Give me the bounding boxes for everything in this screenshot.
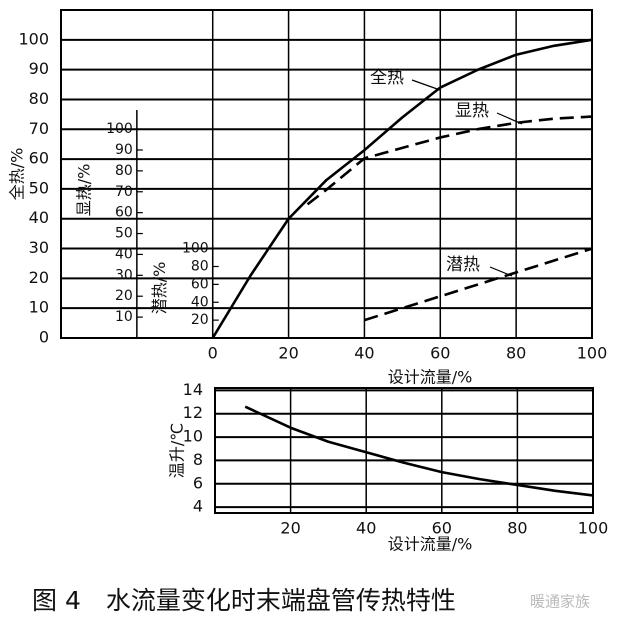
y-tick-label: 50 — [115, 226, 133, 242]
x-tick-label: 60 — [432, 519, 452, 538]
x-tick-label: 100 — [577, 344, 608, 363]
x-tick-label: 40 — [354, 344, 374, 363]
axis-title: 潜热/% — [150, 262, 169, 315]
y-tick-label: 6 — [193, 473, 203, 492]
series-line — [306, 115, 593, 206]
y-tick-label: 10 — [29, 298, 49, 317]
y-tick-label: 70 — [115, 184, 133, 200]
y-tick-label: 20 — [115, 288, 133, 304]
y-tick-label: 60 — [191, 276, 209, 292]
x-tick-label: 60 — [430, 344, 450, 363]
series-annotation: 显热 — [455, 101, 489, 121]
y-tick-label: 12 — [183, 403, 203, 422]
series-line — [244, 405, 594, 497]
x-tick-label: 0 — [208, 344, 218, 363]
y-tick-label: 10 — [115, 309, 133, 325]
caption: 图 4 水流量变化时末端盘管传热特性 — [32, 586, 456, 615]
x-tick-label: 20 — [280, 519, 300, 538]
y-tick-label: 80 — [29, 89, 49, 108]
watermark: 暖通家族 — [530, 593, 590, 611]
y-tick-label: 30 — [29, 238, 49, 257]
y-tick-label: 40 — [29, 208, 49, 227]
series-line — [364, 247, 593, 322]
y-tick-label: 4 — [193, 497, 203, 516]
y-tick-label: 40 — [115, 246, 133, 262]
plot-frame — [214, 387, 594, 514]
x-tick-label: 80 — [507, 519, 527, 538]
y-tick-label: 0 — [39, 328, 49, 347]
y-tick-label: 80 — [191, 259, 209, 275]
plot-frame — [60, 9, 593, 339]
x-tick-label: 80 — [506, 344, 526, 363]
y-tick-label: 20 — [191, 312, 209, 328]
x-tick-label: 20 — [278, 344, 298, 363]
y-tick-label: 90 — [29, 59, 49, 78]
y-tick-label: 60 — [115, 205, 133, 221]
y-tick-label: 100 — [18, 29, 49, 48]
y-tick-label: 40 — [191, 294, 209, 310]
axis-title: 全热/% — [8, 148, 27, 201]
y-tick-label: 100 — [106, 121, 133, 137]
axis-title: 设计流量/% — [388, 535, 473, 554]
y-tick-label: 20 — [29, 268, 49, 287]
y-tick-label: 10 — [183, 427, 203, 446]
x-tick-label: 100 — [578, 519, 609, 538]
y-tick-label: 100 — [182, 241, 209, 257]
leader-line — [496, 112, 523, 125]
leader-line — [411, 79, 441, 91]
axis-title: 显热/% — [74, 164, 93, 217]
series-annotation: 潜热 — [446, 255, 480, 275]
series-line — [211, 38, 593, 339]
y-tick-label: 8 — [193, 450, 203, 469]
axis-title: 温升/℃ — [168, 423, 187, 478]
x-tick-label: 40 — [356, 519, 376, 538]
series-annotation: 全热 — [370, 68, 404, 88]
y-tick-label: 70 — [29, 119, 49, 138]
y-tick-label: 14 — [183, 380, 203, 399]
axis-title: 设计流量/% — [388, 368, 473, 387]
y-tick-label: 30 — [115, 267, 133, 283]
y-tick-label: 90 — [115, 142, 133, 158]
y-tick-label: 50 — [29, 178, 49, 197]
y-tick-label: 80 — [115, 163, 133, 179]
y-tick-label: 60 — [29, 149, 49, 168]
